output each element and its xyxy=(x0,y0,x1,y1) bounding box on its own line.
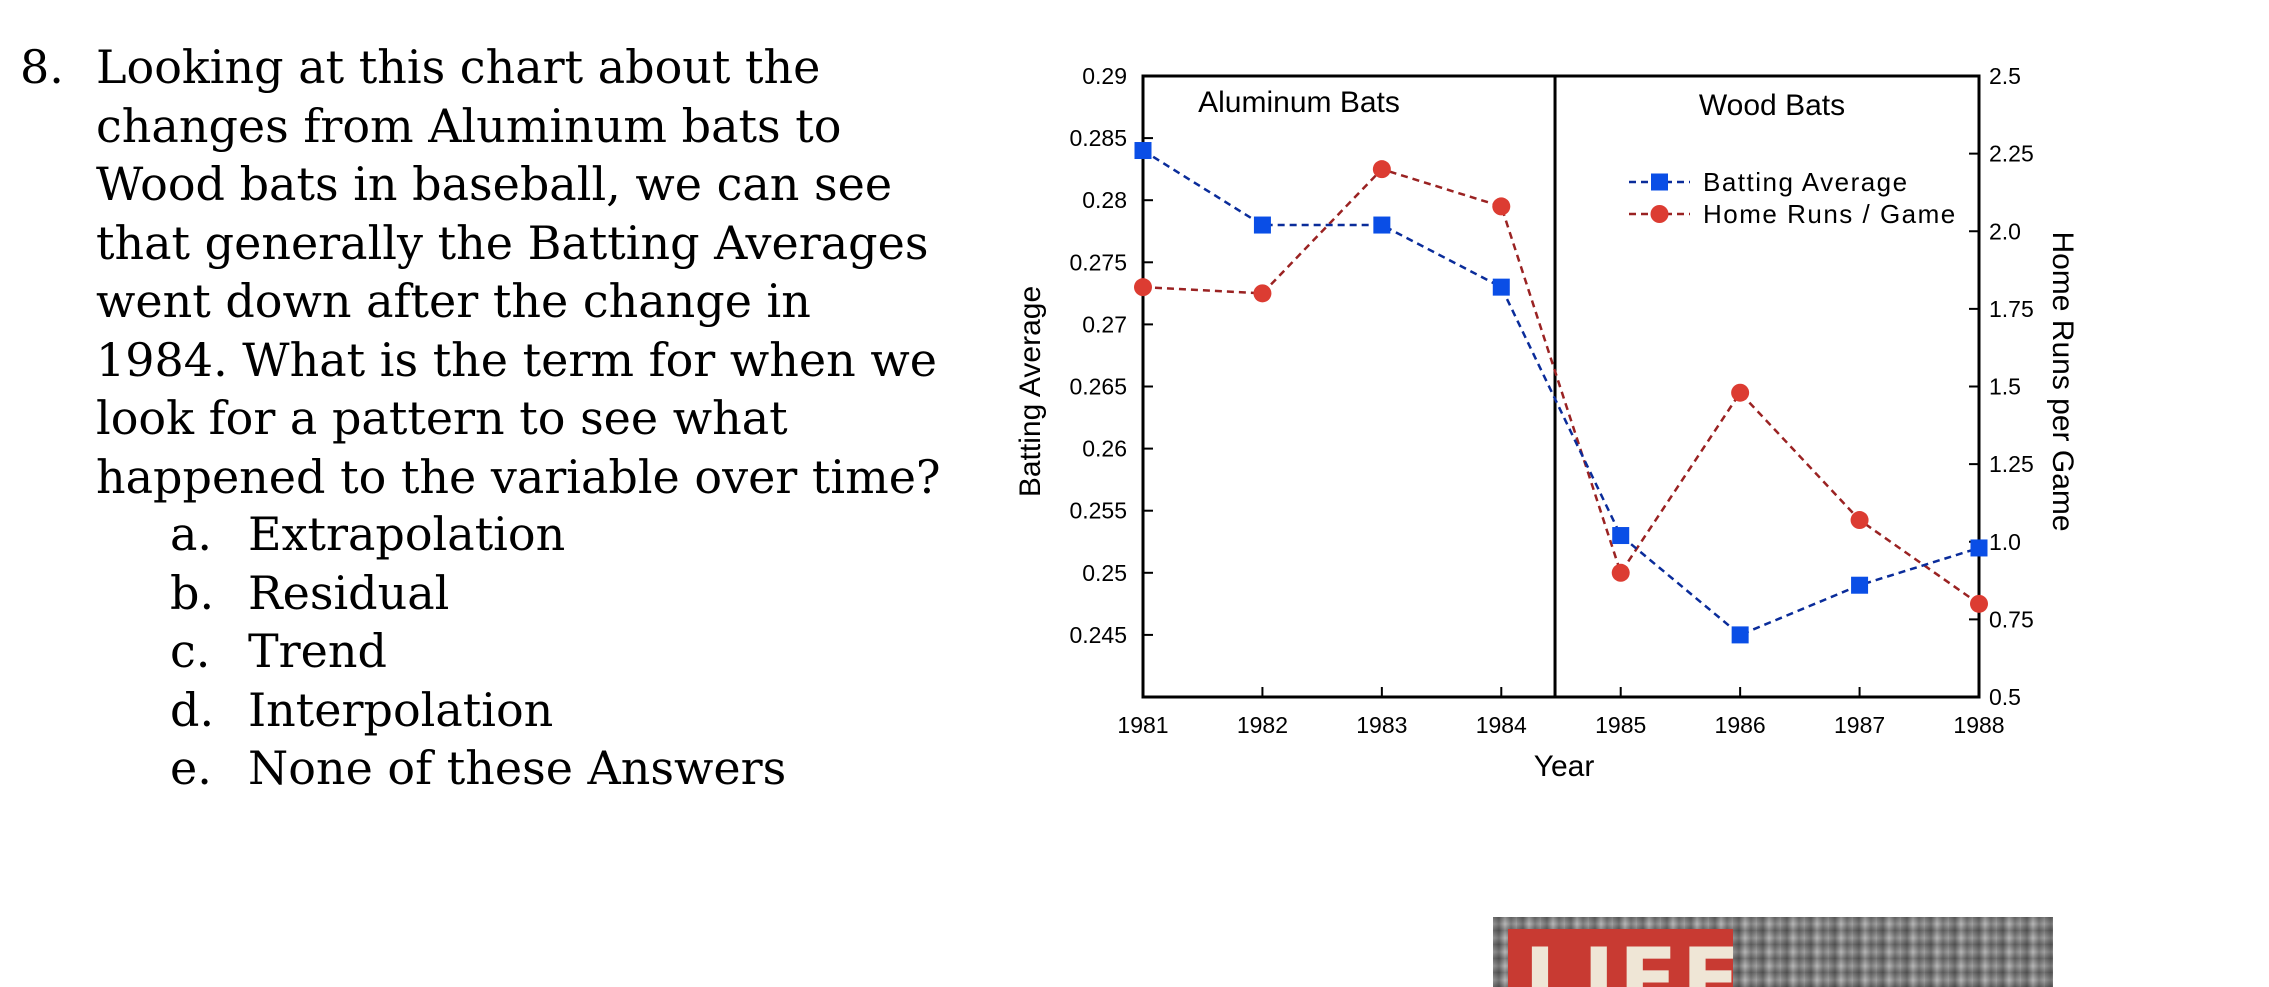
x-tick-label: 1986 xyxy=(1715,712,1766,738)
life-magazine-cover-image: LIFE xyxy=(1493,917,2053,987)
batting-average-point xyxy=(1731,626,1749,644)
y2-tick-label: 2.5 xyxy=(1989,63,2021,89)
x-axis-label: Year xyxy=(1534,750,1595,783)
answer-option-e[interactable]: e. None of these Answers xyxy=(170,739,870,798)
y-tick-label: 0.285 xyxy=(1069,125,1127,151)
y-tick-label: 0.25 xyxy=(1082,560,1127,586)
life-logo: LIFE xyxy=(1508,929,1740,987)
question-number: 8. xyxy=(20,40,64,94)
y2-tick-label: 1.5 xyxy=(1989,374,2021,400)
home-runs-point xyxy=(1253,284,1272,303)
batting-average-point xyxy=(1970,539,1988,557)
y-tick-label: 0.29 xyxy=(1082,63,1127,89)
y-tick-label: 0.265 xyxy=(1069,374,1127,400)
answer-text: Trend xyxy=(248,624,387,678)
x-tick-label: 1984 xyxy=(1476,712,1527,738)
life-logo-text: LIFE xyxy=(1524,930,1745,987)
legend-label-home-runs: Home Runs / Game xyxy=(1703,199,1957,229)
home-runs-point xyxy=(1731,383,1750,402)
batting-average-point xyxy=(1373,216,1391,234)
answer-option-d[interactable]: d. Interpolation xyxy=(170,681,870,740)
y2-tick-label: 1.0 xyxy=(1989,529,2021,555)
y-tick-label: 0.275 xyxy=(1069,249,1127,275)
x-tick-label: 1987 xyxy=(1834,712,1885,738)
answer-option-c[interactable]: c. Trend xyxy=(170,622,870,681)
x-tick-label: 1983 xyxy=(1356,712,1407,738)
y2-tick-label: 0.5 xyxy=(1989,684,2021,710)
answer-text: Interpolation xyxy=(248,682,554,737)
x-tick-label: 1985 xyxy=(1595,712,1646,738)
series-line-home-runs xyxy=(1142,167,1980,605)
answer-option-b[interactable]: b. Residual xyxy=(170,564,870,623)
y-axis-label: Batting Average xyxy=(1014,286,1047,497)
y2-tick-label: 1.25 xyxy=(1989,451,2034,477)
batting-average-point xyxy=(1253,216,1271,234)
home-runs-point xyxy=(1850,511,1869,530)
y-tick-label: 0.26 xyxy=(1082,436,1127,462)
batting-average-point xyxy=(1612,527,1630,545)
home-runs-point xyxy=(1492,197,1511,216)
y-tick-label: 0.255 xyxy=(1069,498,1127,524)
y-tick-label: 0.245 xyxy=(1069,622,1127,648)
y2-tick-label: 0.75 xyxy=(1989,606,2034,632)
x-tick-label: 1982 xyxy=(1237,712,1288,738)
home-runs-point xyxy=(1372,160,1391,179)
y-tick-label: 0.28 xyxy=(1082,187,1127,213)
home-runs-point xyxy=(1970,594,1988,613)
answer-text: None of these Answers xyxy=(248,741,787,795)
batting-average-point xyxy=(1134,142,1152,160)
answer-text: Residual xyxy=(248,565,450,620)
legend-marker-batting xyxy=(1651,173,1668,191)
answer-option-a[interactable]: a. Extrapolation xyxy=(170,505,870,564)
y-tick-label: 0.27 xyxy=(1082,311,1127,337)
answer-list: a. Extrapolation b. Residual c. Trend d.… xyxy=(170,505,870,798)
answer-letter: d. xyxy=(170,682,215,737)
batting-average-point xyxy=(1492,278,1510,296)
plot-frame xyxy=(1141,74,1981,699)
legend-marker-home-runs xyxy=(1650,205,1669,223)
legend-label-batting: Batting Average xyxy=(1703,167,1909,197)
answer-letter: a. xyxy=(170,507,213,561)
answer-letter: b. xyxy=(170,565,215,620)
answer-text: Extrapolation xyxy=(248,507,566,561)
home-runs-point xyxy=(1611,563,1630,582)
answer-letter: e. xyxy=(170,741,212,795)
x-tick-label: 1981 xyxy=(1117,712,1168,738)
region-label-wood: Wood Bats xyxy=(1699,89,1845,122)
y2-tick-label: 1.75 xyxy=(1989,296,2034,322)
x-tick-label: 1988 xyxy=(1953,712,2004,738)
batting-average-point xyxy=(1851,576,1869,594)
region-label-aluminum: Aluminum Bats xyxy=(1198,86,1400,119)
y2-tick-label: 2.25 xyxy=(1989,141,2034,167)
series-line-batting-average xyxy=(1142,149,1980,637)
home-runs-point xyxy=(1134,278,1152,297)
y2-tick-label: 2.0 xyxy=(1989,218,2021,244)
question-text: Looking at this chart about the changes … xyxy=(96,40,941,504)
answer-letter: c. xyxy=(170,624,211,678)
y2-axis-label: Home Runs per Game xyxy=(2046,231,2079,531)
